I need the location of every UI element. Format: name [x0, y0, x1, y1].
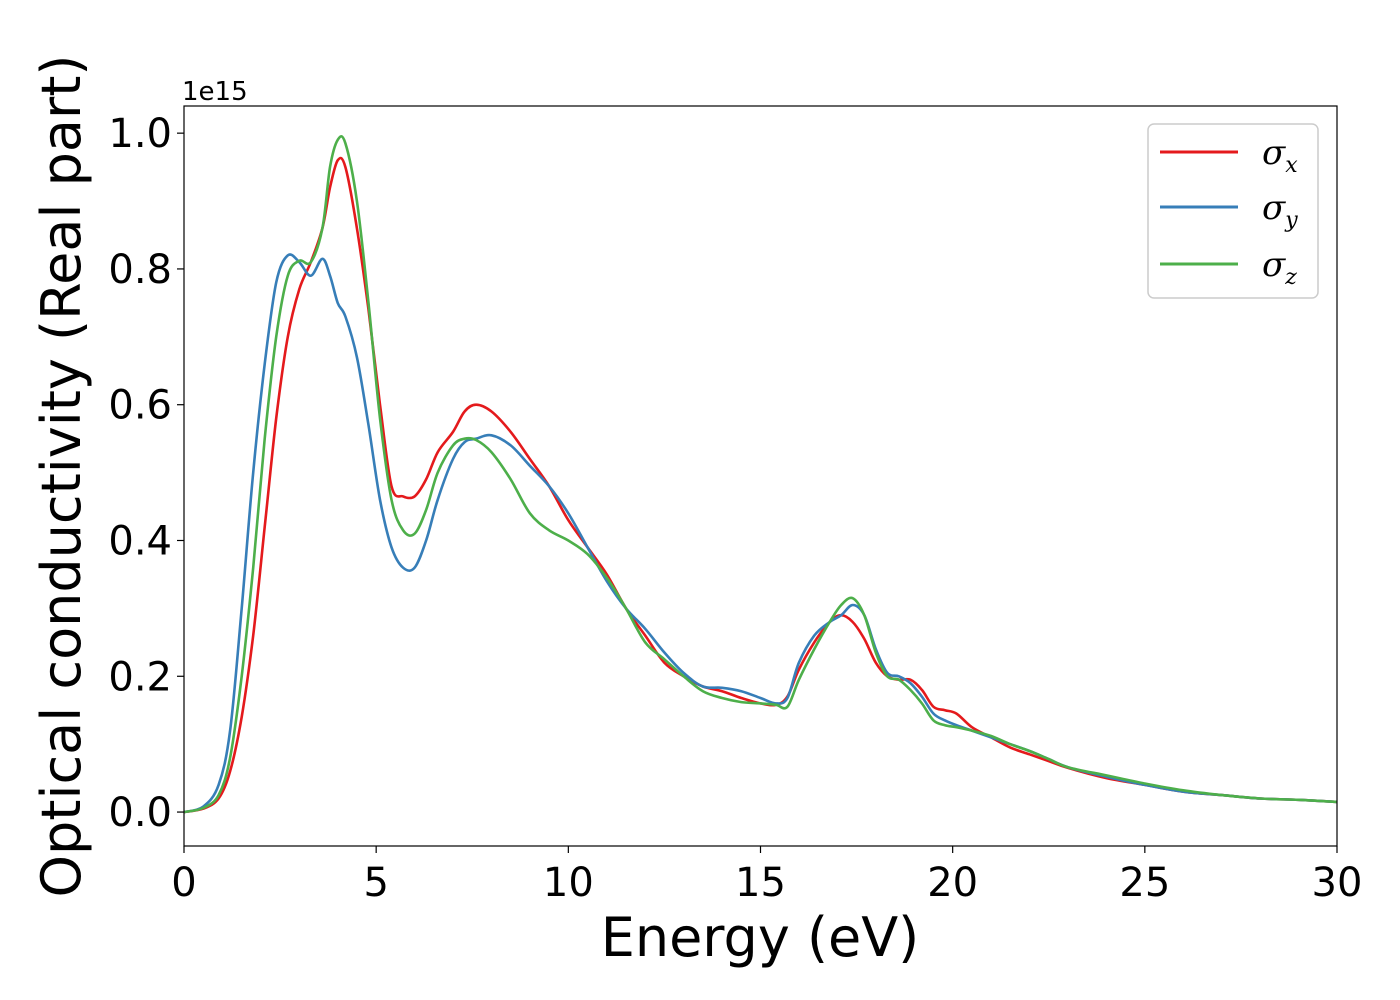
series-line-z [183, 135, 1338, 814]
x-tick-label: 10 [543, 860, 594, 906]
y-tick-label: 0.6 [108, 383, 172, 429]
y-tick-label: 0.8 [108, 247, 172, 293]
legend-entry-z: σz [1262, 245, 1297, 290]
y-tick-label: 1.0 [108, 111, 172, 157]
x-axis-label: Energy (eV) [601, 906, 920, 969]
legend-box [1147, 123, 1319, 299]
y-tick-label: 0.2 [108, 654, 172, 700]
y-tick-label: 0.0 [108, 790, 172, 836]
legend: σx σy σz [1147, 123, 1319, 299]
x-tick-label: 15 [735, 860, 786, 906]
y-axis-ticks: 0.0 0.2 0.4 0.6 0.8 1.0 [108, 111, 184, 836]
legend-entry-y: σy [1262, 188, 1298, 233]
x-tick-label: 30 [1312, 860, 1363, 906]
x-tick-label: 20 [927, 860, 978, 906]
y-offset-label: 1e15 [182, 77, 248, 107]
x-tick-label: 5 [363, 860, 388, 906]
x-tick-label: 25 [1119, 860, 1170, 906]
series-lines [183, 135, 1338, 814]
y-axis-label: Optical conductivity (Real part) [30, 55, 93, 898]
x-axis-ticks: 0 5 10 15 20 25 30 [171, 846, 1362, 906]
legend-entry-x: σx [1262, 133, 1298, 178]
x-tick-label: 0 [171, 860, 196, 906]
y-tick-label: 0.4 [108, 518, 172, 564]
